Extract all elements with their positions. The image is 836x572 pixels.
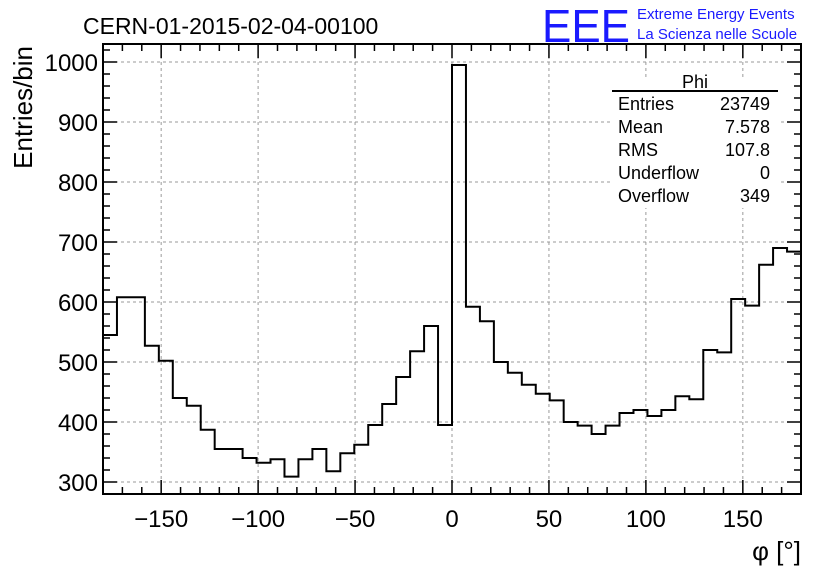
histogram-bin [201,430,215,494]
y-axis-title: Entries/bin [8,46,38,169]
histogram-bin [508,373,522,494]
histogram-bin [424,326,438,494]
logo-line-2: La Scienza nelle Scuole [637,26,797,43]
stats-box-rows: Entries 23749 Mean 7.578 RMS 107.8 Underflow 0 O… [618,94,770,206]
y-tick-labels: 300 400 500 600 700 800 900 1000 [45,50,98,497]
stats-box-title: Phi [682,72,708,92]
x-tick-label: −100 [231,506,285,533]
logo: EEE Extreme Energy Events La Scienza nel… [542,0,797,52]
stats-value: 349 [740,186,770,206]
histogram-bin [312,449,326,494]
histogram-bin [396,377,410,494]
x-tick-label: 0 [445,506,458,533]
x-tick-label: 150 [723,506,763,533]
stats-value: 23749 [720,94,770,114]
y-tick-label: 800 [58,170,98,197]
x-tick-label: 100 [626,506,666,533]
histogram-bin [536,394,550,494]
histogram-bin [466,307,480,494]
x-axis-title: φ [°] [752,536,801,566]
histogram-bin [243,458,257,494]
histogram-bin [675,396,689,494]
y-tick-label: 300 [58,470,98,497]
stats-label: Underflow [618,163,700,183]
histogram-bin [522,385,536,494]
histogram-outline [103,64,801,478]
histogram-bin [480,321,494,494]
histogram-bin [229,449,243,494]
histogram-bin [606,426,620,494]
histogram-bin [354,445,368,494]
stats-box-background [610,77,780,208]
histogram-bin [661,410,675,494]
stats-label: Mean [618,117,663,137]
y-tick-label: 700 [58,230,98,257]
histogram-bin [117,297,131,494]
histogram-bin [438,425,452,494]
histogram-bin [131,297,145,494]
stats-label: Entries [618,94,674,114]
stats-value: 7.578 [725,117,770,137]
histogram-bin [382,404,396,494]
histogram-bin [745,306,759,494]
stats-box: Phi Entries 23749 Mean 7.578 RMS 107.8 Underfl… [610,72,780,208]
histogram-bin [452,65,466,494]
x-tick-label: −50 [335,506,376,533]
histogram-bin [298,459,312,494]
histogram-bin [564,422,578,494]
logo-line-1: Extreme Energy Events [637,6,795,23]
histogram-bin [550,400,564,494]
histogram-bin [689,399,703,494]
histogram-bin [187,406,201,494]
stats-value: 107.8 [725,140,770,160]
histogram-bin [368,425,382,494]
x-tick-label: 50 [536,506,563,533]
histogram-bin [326,471,340,494]
axis-ticks [102,44,802,495]
histogram-bin [215,449,229,494]
histogram-bin [773,248,787,494]
histogram-bin [340,453,354,494]
x-tick-label: −150 [134,506,188,533]
histogram-bin [173,398,187,494]
histogram-bin [578,426,592,494]
histogram-bin [717,352,731,494]
stats-label: RMS [618,140,658,160]
chart-title: CERN-01-2015-02-04-00100 [83,13,378,39]
stats-label: Overflow [618,186,690,206]
x-tick-labels: −150 −100 −50 0 50 100 150 [134,506,763,533]
y-tick-label: 1000 [45,50,98,77]
y-tick-label: 500 [58,350,98,377]
y-tick-label: 600 [58,290,98,317]
stats-value: 0 [760,163,770,183]
histogram-bin [494,362,508,494]
histogram-bin [759,265,773,494]
histogram-bin [410,351,424,494]
histogram-bin [145,346,159,494]
y-tick-label: 900 [58,110,98,137]
y-tick-label: 400 [58,410,98,437]
histogram-bin [592,434,606,494]
